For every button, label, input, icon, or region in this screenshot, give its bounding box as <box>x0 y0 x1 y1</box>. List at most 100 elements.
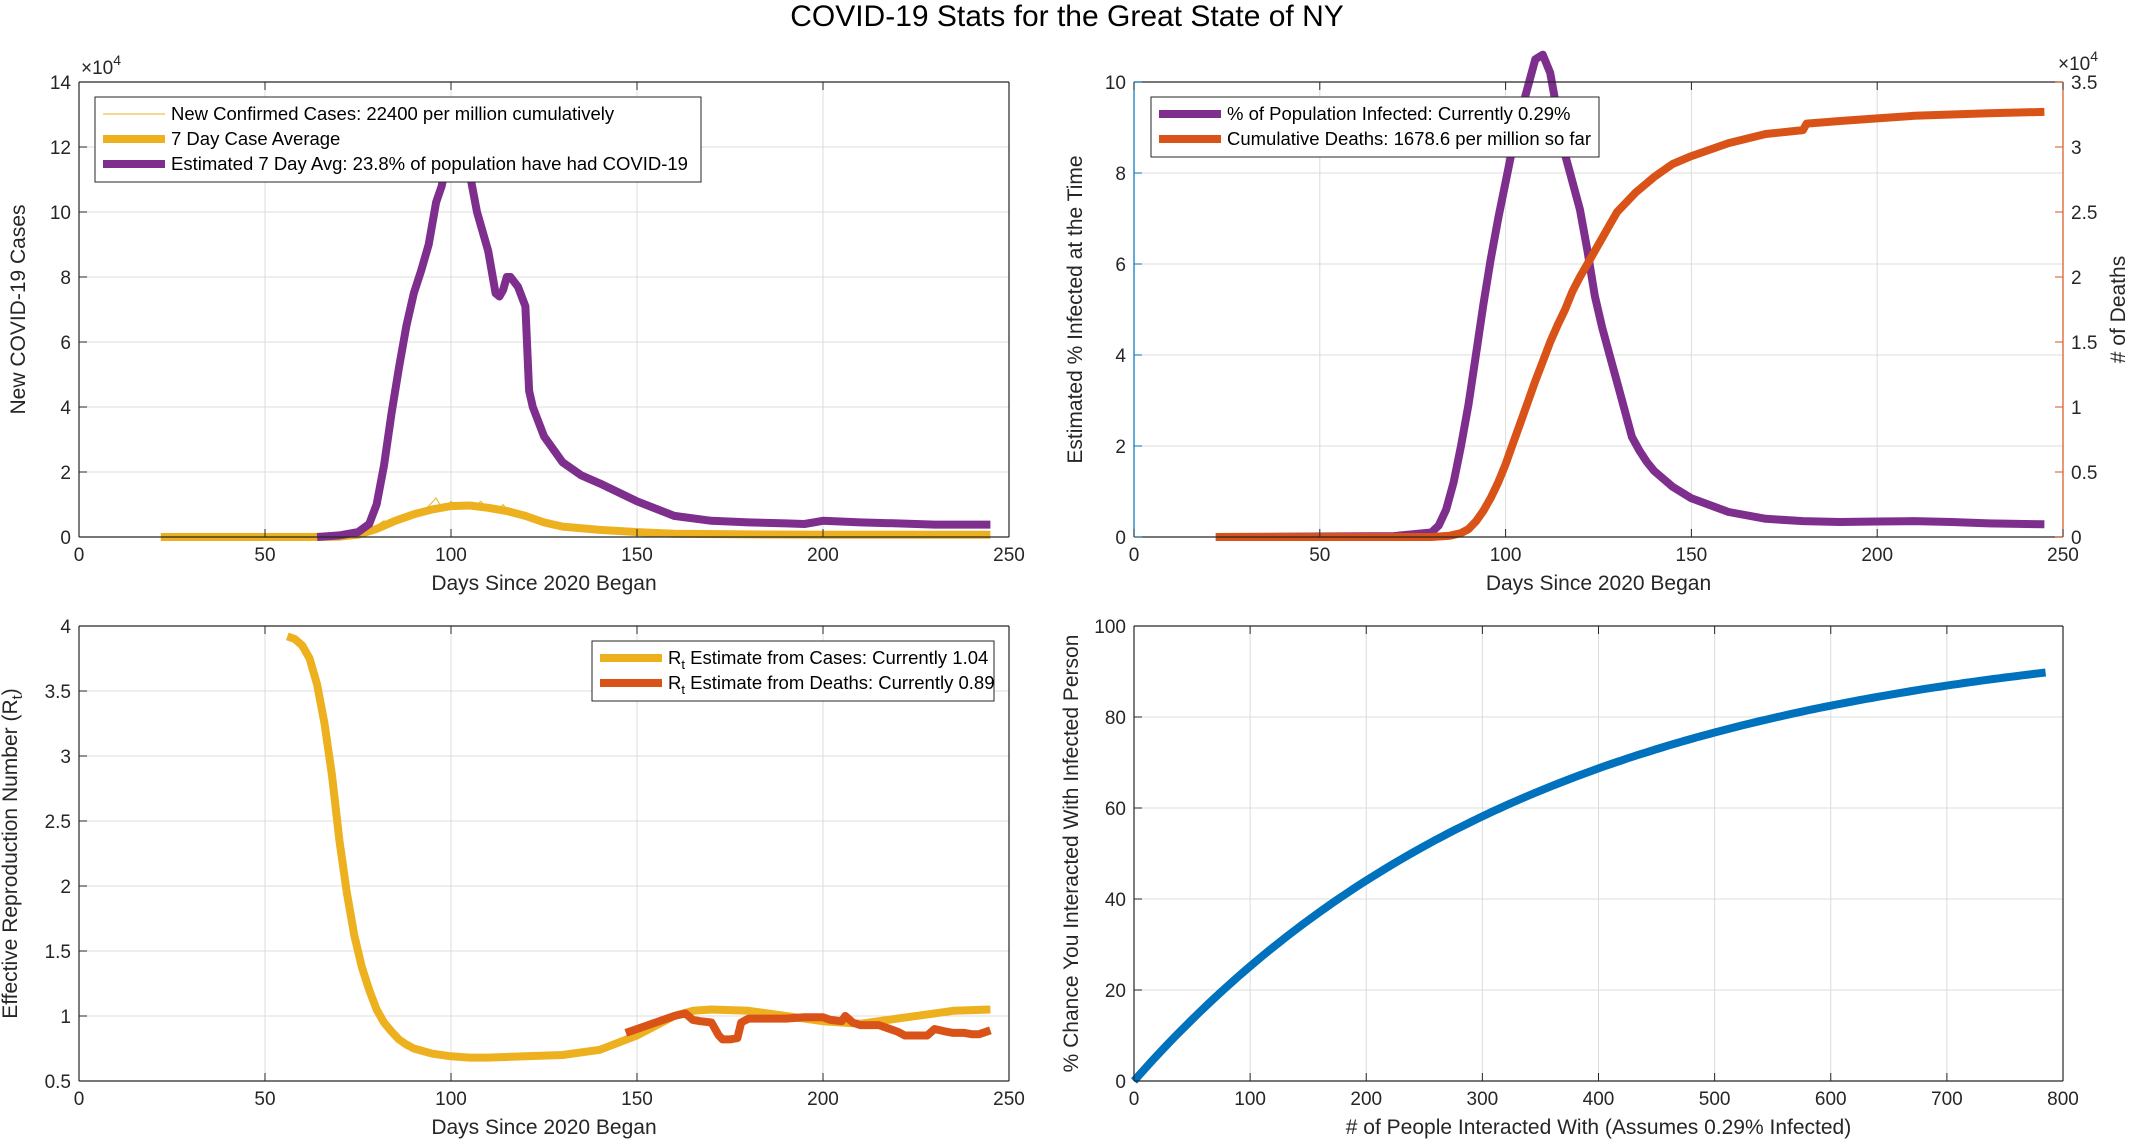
x-tick-label: 100 <box>435 545 467 566</box>
legend: New Confirmed Cases: 22400 per million c… <box>94 96 702 183</box>
y-tick-label: 1.5 <box>2071 333 2097 354</box>
y-tick-label: 14 <box>50 73 72 94</box>
y-tick-label: 3 <box>2071 138 2082 159</box>
x-tick-label: 400 <box>1583 1089 1615 1110</box>
y-axis-label: # of Deaths <box>2107 256 2130 363</box>
x-tick-label: 250 <box>2047 545 2079 566</box>
x-tick-label: 50 <box>1309 545 1330 566</box>
y-axis-label: New COVID-19 Cases <box>7 204 30 414</box>
legend-entry: Rt Estimate from Cases: Currently 1.04 <box>668 647 988 672</box>
y-tick-label: 8 <box>1115 164 1126 185</box>
x-tick-label: 200 <box>1861 545 1893 566</box>
figure-title: COVID-19 Stats for the Great State of NY <box>790 0 1344 33</box>
y-tick-label: 1 <box>2071 398 2082 419</box>
x-tick-label: 200 <box>1350 1089 1382 1110</box>
legend-entry: New Confirmed Cases: 22400 per million c… <box>171 103 615 124</box>
legend-entry: % of Population Infected: Currently 0.29… <box>1227 103 1570 124</box>
x-tick-label: 250 <box>993 545 1025 566</box>
y-tick-label: 0 <box>60 528 71 549</box>
x-tick-label: 0 <box>1129 1089 1140 1110</box>
x-tick-label: 500 <box>1699 1089 1731 1110</box>
legend-box <box>591 640 995 702</box>
y-tick-label: 0.5 <box>2071 463 2097 484</box>
chart-cases: 0 50 100 150 200 250 Days Since 2020 Began 0 2 4 6… <box>7 52 1025 595</box>
y-tick-label: 40 <box>1105 890 1126 911</box>
legend-box <box>1150 96 1600 158</box>
y-tick-label: 3.5 <box>45 682 71 703</box>
y-tick-label: 20 <box>1105 981 1126 1002</box>
legend: % of Population Infected: Currently 0.29… <box>1150 96 1600 158</box>
y-tick-label: 6 <box>1115 255 1126 276</box>
y-tick-label: 0.5 <box>45 1072 71 1093</box>
x-tick-label: 0 <box>74 1089 85 1110</box>
series-line-0 <box>1130 668 2047 1084</box>
x-axis-label: Days Since 2020 Began <box>1486 572 1711 595</box>
y-tick-label: 0 <box>1115 1072 1126 1093</box>
x-tick-label: 200 <box>807 1089 839 1110</box>
x-tick-label: 150 <box>1676 545 1708 566</box>
y-tick-label: 3 <box>60 747 71 768</box>
y-tick-label: 2.5 <box>2071 203 2097 224</box>
x-tick-label: 250 <box>993 1089 1025 1110</box>
x-tick-label: 0 <box>1129 545 1140 566</box>
x-tick-label: 700 <box>1931 1089 1963 1110</box>
x-axis-label: Days Since 2020 Began <box>431 572 656 595</box>
y-tick-label: 4 <box>60 398 71 419</box>
series-line-1 <box>1215 107 2045 541</box>
x-axis-label: # of People Interacted With (Assumes 0.2… <box>1346 1116 1851 1139</box>
legend-entry: Cumulative Deaths: 1678.6 per million so… <box>1227 128 1591 149</box>
series-line-2 <box>316 136 991 541</box>
y-tick-label: 1.5 <box>45 942 71 963</box>
chart-chance: 0 100 200 300 400 500 600 700 800# of People Int… <box>1060 617 2079 1139</box>
x-tick-label: 150 <box>621 545 653 566</box>
y-tick-label: 60 <box>1105 799 1126 820</box>
y-tick-label: 0 <box>2071 528 2082 549</box>
y-tick-label: 100 <box>1094 617 1126 638</box>
y-tick-label: 2 <box>1115 437 1126 458</box>
x-axis-label: Days Since 2020 Began <box>431 1116 656 1139</box>
axis-exponent-label: ×104 <box>2058 48 2098 75</box>
series-line-1 <box>160 501 991 541</box>
series-line-1 <box>624 1009 992 1044</box>
y-tick-label: 80 <box>1105 708 1126 729</box>
chart-rt: 0 50 100 150 200 250 Days Since 2020 Began 0.5 1… <box>0 617 1025 1139</box>
y-tick-label: 8 <box>60 268 71 289</box>
x-tick-label: 200 <box>807 545 839 566</box>
y-tick-label: 6 <box>60 333 71 354</box>
x-tick-label: 100 <box>1490 545 1522 566</box>
y-tick-label: 10 <box>50 203 71 224</box>
x-tick-label: 300 <box>1467 1089 1499 1110</box>
y-tick-label: 4 <box>60 617 71 638</box>
x-tick-label: 50 <box>254 1089 275 1110</box>
y-tick-label: 4 <box>1115 346 1126 367</box>
x-tick-label: 50 <box>254 545 275 566</box>
y-axis-label: Effective Reproduction Number (Rt) <box>0 688 26 1019</box>
legend: Rt Estimate from Cases: Currently 1.04Rt… <box>591 640 995 702</box>
legend-entry: Estimated 7 Day Avg: 23.8% of population… <box>171 153 688 174</box>
legend-entry: 7 Day Case Average <box>171 128 340 149</box>
y-tick-label: 12 <box>50 138 71 159</box>
x-tick-label: 600 <box>1815 1089 1847 1110</box>
y-tick-label: 1 <box>60 1007 71 1028</box>
axis-exponent-label: ×104 <box>81 52 121 79</box>
y-tick-label: 2 <box>60 463 71 484</box>
y-tick-label: 2.5 <box>45 812 71 833</box>
y-axis-label: % Chance You Interacted With Infected Pe… <box>1060 635 1083 1073</box>
y-tick-label: 2 <box>60 877 71 898</box>
x-tick-label: 100 <box>435 1089 467 1110</box>
x-tick-label: 100 <box>1234 1089 1266 1110</box>
legend-box <box>94 96 702 183</box>
legend-entry: Rt Estimate from Deaths: Currently 0.89 <box>668 672 994 697</box>
x-tick-label: 150 <box>621 1089 653 1110</box>
y-tick-label: 3.5 <box>2071 73 2097 94</box>
y-tick-label: 0 <box>1115 528 1126 549</box>
y-tick-label: 2 <box>2071 268 2082 289</box>
x-tick-label: 800 <box>2047 1089 2079 1110</box>
x-tick-label: 0 <box>74 545 85 566</box>
y-tick-label: 10 <box>1105 73 1126 94</box>
y-axis-label: Estimated % Infected at the Time <box>1064 155 1087 463</box>
series-line-0 <box>1215 50 2045 541</box>
